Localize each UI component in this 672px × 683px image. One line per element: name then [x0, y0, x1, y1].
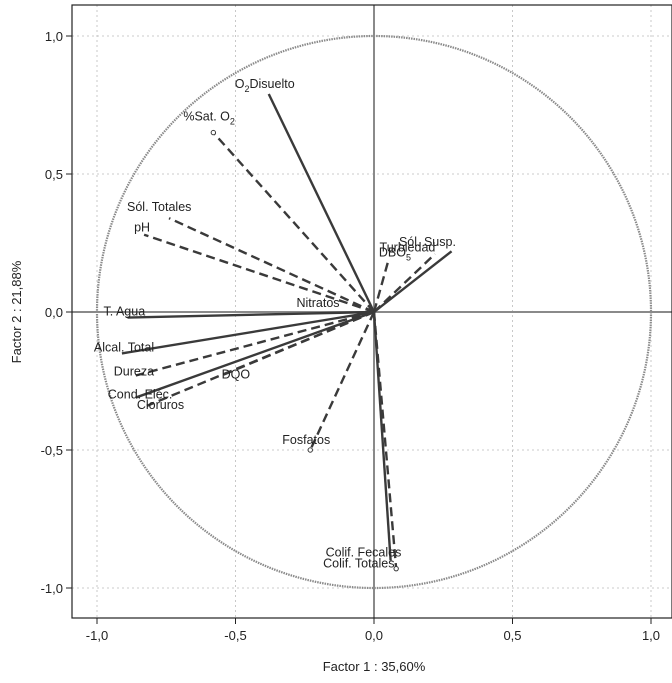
label-cloruros: Cloruros — [137, 398, 184, 412]
point-marker-sat-o2 — [210, 129, 217, 136]
vector-o2disuelto — [267, 93, 376, 313]
x-tick-label: 0,5 — [503, 628, 521, 643]
label-ph: pH — [134, 221, 150, 235]
label-dbo5: DBO5 — [379, 245, 411, 262]
label-alcal-total: Alcal. Total — [94, 340, 154, 354]
label-colif-fecales: Colif. Fecales — [326, 545, 402, 559]
y-axis-label: Factor 2 : 21,88% — [9, 260, 24, 363]
vector-sat-o2 — [212, 131, 375, 313]
y-tick-label: -0,5 — [41, 443, 63, 458]
vector-turbiedad — [373, 250, 453, 313]
x-tick-label: 0,0 — [365, 628, 383, 643]
vector-s-l-totales — [168, 217, 375, 314]
vector-cond-el-c — [135, 310, 375, 399]
vector-colif-fecales — [372, 311, 392, 561]
vector-cloruros — [146, 310, 375, 407]
label-colif-totales: Colif. Totales — [323, 557, 394, 571]
label-o2disuelto: O2Disuelto — [235, 77, 295, 94]
label-s-l-totales: Sól. Totales — [127, 200, 191, 214]
y-axis-ticks: 1,0 0,5 0,0 -0,5 -1,0 — [41, 29, 72, 596]
label-sat-o2: %Sat. O2 — [183, 110, 235, 127]
label-s-l-susp: Sól. Susp. — [399, 235, 456, 249]
x-axis-ticks: -1,0 -0,5 0,0 0,5 1,0 — [86, 618, 660, 643]
y-tick-label: 0,0 — [45, 305, 63, 320]
label-dqo: DQO — [222, 367, 251, 381]
label-turbiedad: Turbiedad — [380, 240, 436, 254]
label-fosfatos: Fosfatos — [282, 433, 330, 447]
point-marker-fosfatos — [307, 447, 313, 453]
x-tick-label: 1,0 — [642, 628, 660, 643]
vector-t-agua — [127, 310, 375, 319]
x-axis-label: Factor 1 : 35,60% — [323, 659, 426, 674]
vector-s-l-susp — [373, 253, 436, 313]
label-t-agua: T. Agua — [103, 305, 145, 319]
point-marker-colif-totales — [393, 565, 399, 572]
y-tick-label: -1,0 — [41, 581, 63, 596]
loading-vectors — [121, 93, 453, 572]
y-tick-label: 0,5 — [45, 167, 63, 182]
y-tick-label: 1,0 — [45, 29, 63, 44]
vector-ph — [143, 233, 375, 314]
label-nitratos: Nitratos — [296, 296, 339, 310]
vector-dureza — [135, 310, 375, 377]
vector-alcal-total — [121, 310, 375, 355]
vector-dbo5 — [372, 261, 390, 313]
vector-fosfatos — [309, 311, 376, 451]
label-cond-el-c: Cond. Eléc. — [108, 388, 173, 402]
label-dureza: Dureza — [114, 364, 154, 378]
variable-labels: O2Disuelto%Sat. O2 Sól. Totales pH T. Agua A… — [94, 77, 456, 571]
x-tick-label: -0,5 — [224, 628, 246, 643]
x-tick-label: -1,0 — [86, 628, 108, 643]
